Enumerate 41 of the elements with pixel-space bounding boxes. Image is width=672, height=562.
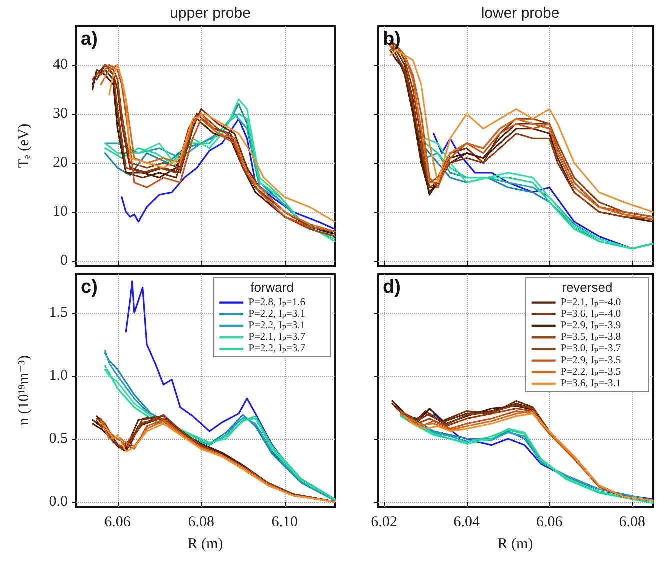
legend-label: P=2.2, Iₚ=3.1 [248, 308, 306, 320]
annotation: d) [383, 277, 401, 298]
annotation: c) [81, 277, 98, 298]
legend-label: P=2.9, Iₚ=-3.5 [560, 355, 622, 366]
y-tick-label: 0.0 [49, 494, 68, 510]
x-axis-title: R (m) [188, 536, 224, 552]
x-axis-title: R (m) [498, 536, 534, 552]
legend-label: P=3.6, Iₚ=-4.0 [560, 308, 622, 320]
legend-label: P=3.0, Iₚ=-3.7 [560, 344, 622, 355]
legend-label: P=2.8, Iₚ=1.6 [248, 297, 306, 308]
legend-label: P=2.2, Iₚ=3.7 [248, 344, 306, 355]
legend-label: P=2.9, Iₚ=-3.9 [560, 320, 622, 332]
y-axis-title: n (10¹⁹m⁻³) [16, 355, 32, 426]
y-tick-label: 30 [53, 106, 68, 122]
x-tick-label: 6.02 [371, 514, 398, 530]
x-tick-label: 6.06 [536, 514, 564, 530]
y-axis-title: Tₑ (eV) [16, 124, 32, 168]
legend-label: P=3.6, Iₚ=-3.1 [560, 378, 622, 390]
y-tick-label: 0.5 [49, 430, 68, 447]
chart-title: upper probe [170, 5, 251, 22]
y-tick-label: 40 [53, 57, 68, 74]
legend-title: forward [250, 280, 294, 295]
annotation: a) [81, 29, 98, 50]
x-tick-label: 6.08 [188, 514, 214, 530]
x-tick-label: 6.08 [619, 514, 646, 530]
y-tick-label: 0 [60, 253, 68, 270]
legend-label: P=2.2, Iₚ=-3.5 [560, 366, 622, 378]
legend-label: P=3.5, Iₚ=-3.8 [560, 332, 622, 344]
x-tick-label: 6.06 [104, 514, 132, 530]
legend-label: P=2.1, Iₚ=-4.0 [560, 297, 622, 308]
chart-title: lower probe [481, 5, 560, 22]
x-tick-label: 6.10 [272, 514, 298, 530]
y-tick-label: 1.0 [49, 368, 68, 384]
x-tick-label: 6.04 [454, 514, 481, 530]
y-tick-label: 20 [53, 155, 68, 172]
legend-label: P=2.1, Iₚ=3.7 [248, 332, 306, 344]
y-tick-label: 10 [53, 204, 68, 220]
annotation: b) [383, 29, 401, 50]
legend-label: P=2.2, Iₚ=3.1 [248, 320, 306, 332]
y-tick-label: 1.5 [49, 305, 68, 322]
legend-title: reversed [562, 280, 613, 295]
